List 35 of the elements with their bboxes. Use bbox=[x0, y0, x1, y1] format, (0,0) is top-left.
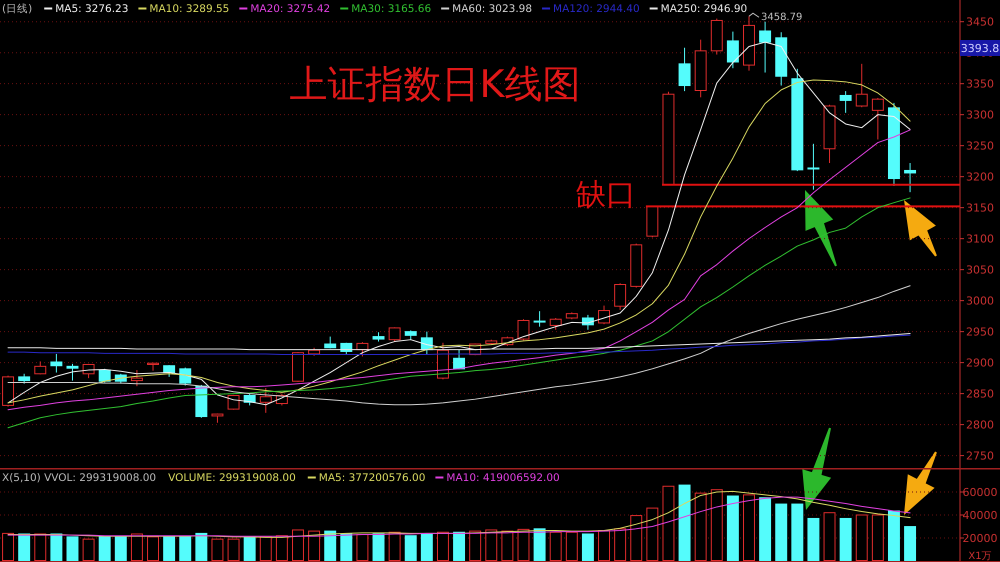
title: 上证指数日K线图 bbox=[290, 62, 580, 106]
annotation: 3458.79 bbox=[760, 12, 802, 24]
legend-item: MA10: 419006592.00 bbox=[446, 472, 560, 484]
y-tick-label: 3350 bbox=[966, 78, 994, 91]
annotation: (日线) bbox=[2, 3, 32, 15]
y-tick-label: 3150 bbox=[966, 202, 994, 215]
y-tick-label: 2850 bbox=[966, 388, 994, 401]
legend-item: MA10: 3289.55 bbox=[149, 3, 230, 15]
legend-item: MA30: 3165.66 bbox=[351, 3, 432, 15]
axis-tag: 3393.8 bbox=[960, 42, 1000, 55]
y-tick-label: 3050 bbox=[966, 264, 994, 277]
y-tick-label: 40000 bbox=[962, 509, 998, 522]
y-tick-label: 3300 bbox=[966, 108, 994, 122]
y-tick-label: 3200 bbox=[966, 170, 994, 184]
peak-note: 3458.79 bbox=[748, 12, 802, 24]
y-tick-label: 3450 bbox=[966, 16, 994, 29]
legend-item: MA60: 3023.98 bbox=[452, 3, 532, 15]
y-tick-label: 3250 bbox=[966, 140, 994, 153]
y-tick-label: 20000 bbox=[962, 532, 998, 545]
y-tick-label: 2800 bbox=[966, 418, 994, 432]
y-tick-label: 3100 bbox=[966, 232, 994, 246]
y-tick-label: 3000 bbox=[966, 294, 994, 308]
legend-item: MA120: 2944.40 bbox=[553, 3, 640, 15]
y-tick-label: 2900 bbox=[966, 356, 994, 370]
y-tick-label: 60000 bbox=[962, 486, 998, 499]
legend-item: MA250: 2946.90 bbox=[660, 3, 748, 15]
annotation: VOLUME: 299319008.00 bbox=[168, 472, 296, 484]
ref-label: 缺口 bbox=[576, 177, 636, 212]
annotation: X(5,10) VVOL: 299319008.00 bbox=[2, 472, 156, 484]
legend-item: MA20: 3275.42 bbox=[250, 3, 330, 15]
legend-item: MA5: 3276.23 bbox=[55, 3, 128, 15]
y-tick-label: 2950 bbox=[966, 326, 994, 339]
ylabel: X1万 bbox=[968, 551, 992, 562]
legend-item: MA5: 377200576.00 bbox=[318, 472, 426, 484]
y-tick-label: 2750 bbox=[966, 450, 994, 463]
